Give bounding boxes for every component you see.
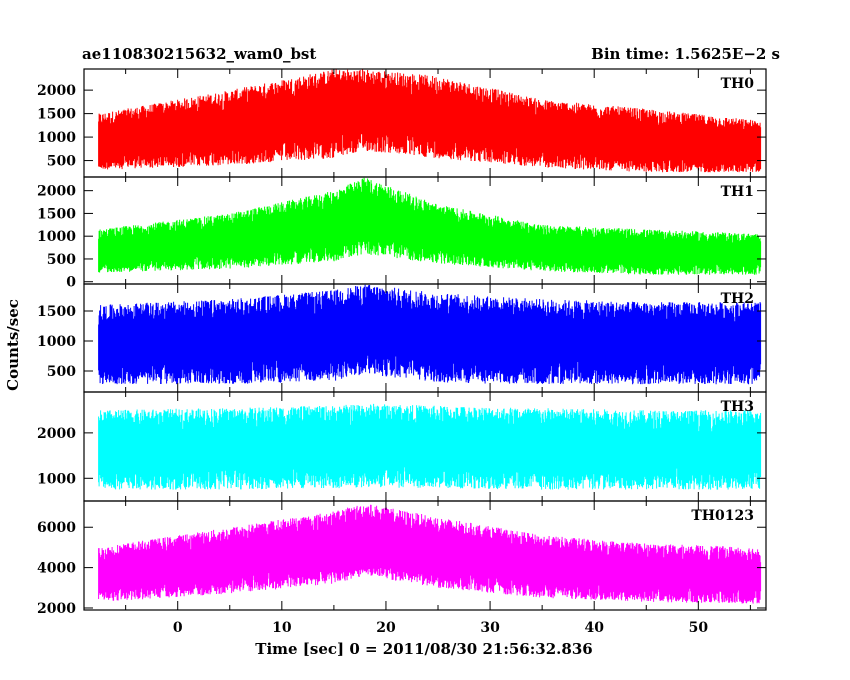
panel-th2: 500 1000 1500 TH2 xyxy=(37,284,766,392)
y-tick-label: 1000 xyxy=(37,471,76,487)
x-tick-label: 20 xyxy=(376,620,396,636)
y-tick-label: 1500 xyxy=(37,304,76,320)
panel-label: TH3 xyxy=(721,399,754,415)
x-tick-label: 40 xyxy=(584,620,604,636)
panel-label: TH1 xyxy=(721,184,754,200)
x-tick-label: 10 xyxy=(272,620,292,636)
series-th0 xyxy=(99,69,761,172)
y-tick-label: 500 xyxy=(47,252,76,268)
x-axis-label: Time [sec] 0 = 2011/08/30 21:56:32.836 xyxy=(255,640,592,658)
panel-th0: 500 1000 1500 2000 TH0 xyxy=(37,69,766,177)
panel-label: TH2 xyxy=(721,291,754,307)
y-tick-label: 1000 xyxy=(37,229,76,245)
series-th2 xyxy=(99,285,761,385)
panel-label: TH0123 xyxy=(691,508,754,524)
panel-th0123: 2000 4000 6000 TH0123 xyxy=(37,501,766,617)
y-tick-label: 1000 xyxy=(37,130,76,146)
panel-th3: 1000 2000 TH3 xyxy=(37,392,766,501)
y-tick-label: 1500 xyxy=(37,107,76,123)
bin-time-label: Bin time: 1.5625E−2 s xyxy=(591,45,780,63)
y-tick-label: 2000 xyxy=(37,601,76,617)
series-th3 xyxy=(99,404,761,490)
y-tick-label: 1500 xyxy=(37,206,76,222)
y-tick-label: 500 xyxy=(47,364,76,380)
y-tick-label: 2000 xyxy=(37,426,76,442)
panel-th1: 0 500 1000 1500 2000 TH1 xyxy=(37,177,766,291)
y-tick-label: 6000 xyxy=(37,520,76,536)
y-axis-label: Counts/sec xyxy=(4,299,22,391)
y-tick-label: 2000 xyxy=(37,184,76,200)
x-tick-label: 50 xyxy=(689,620,709,636)
series-th0123 xyxy=(99,505,761,604)
x-tick-label: 30 xyxy=(480,620,500,636)
source-name: ae110830215632_wam0_bst xyxy=(82,45,316,63)
y-tick-label: 1000 xyxy=(37,334,76,350)
panel-label: TH0 xyxy=(721,76,755,92)
y-tick-label: 4000 xyxy=(37,561,76,577)
series-th1 xyxy=(99,178,761,275)
y-tick-label: 2000 xyxy=(37,83,76,99)
y-tick-label: 500 xyxy=(47,154,76,170)
x-tick-label: 0 xyxy=(173,620,183,636)
y-tick-label: 0 xyxy=(66,275,76,291)
